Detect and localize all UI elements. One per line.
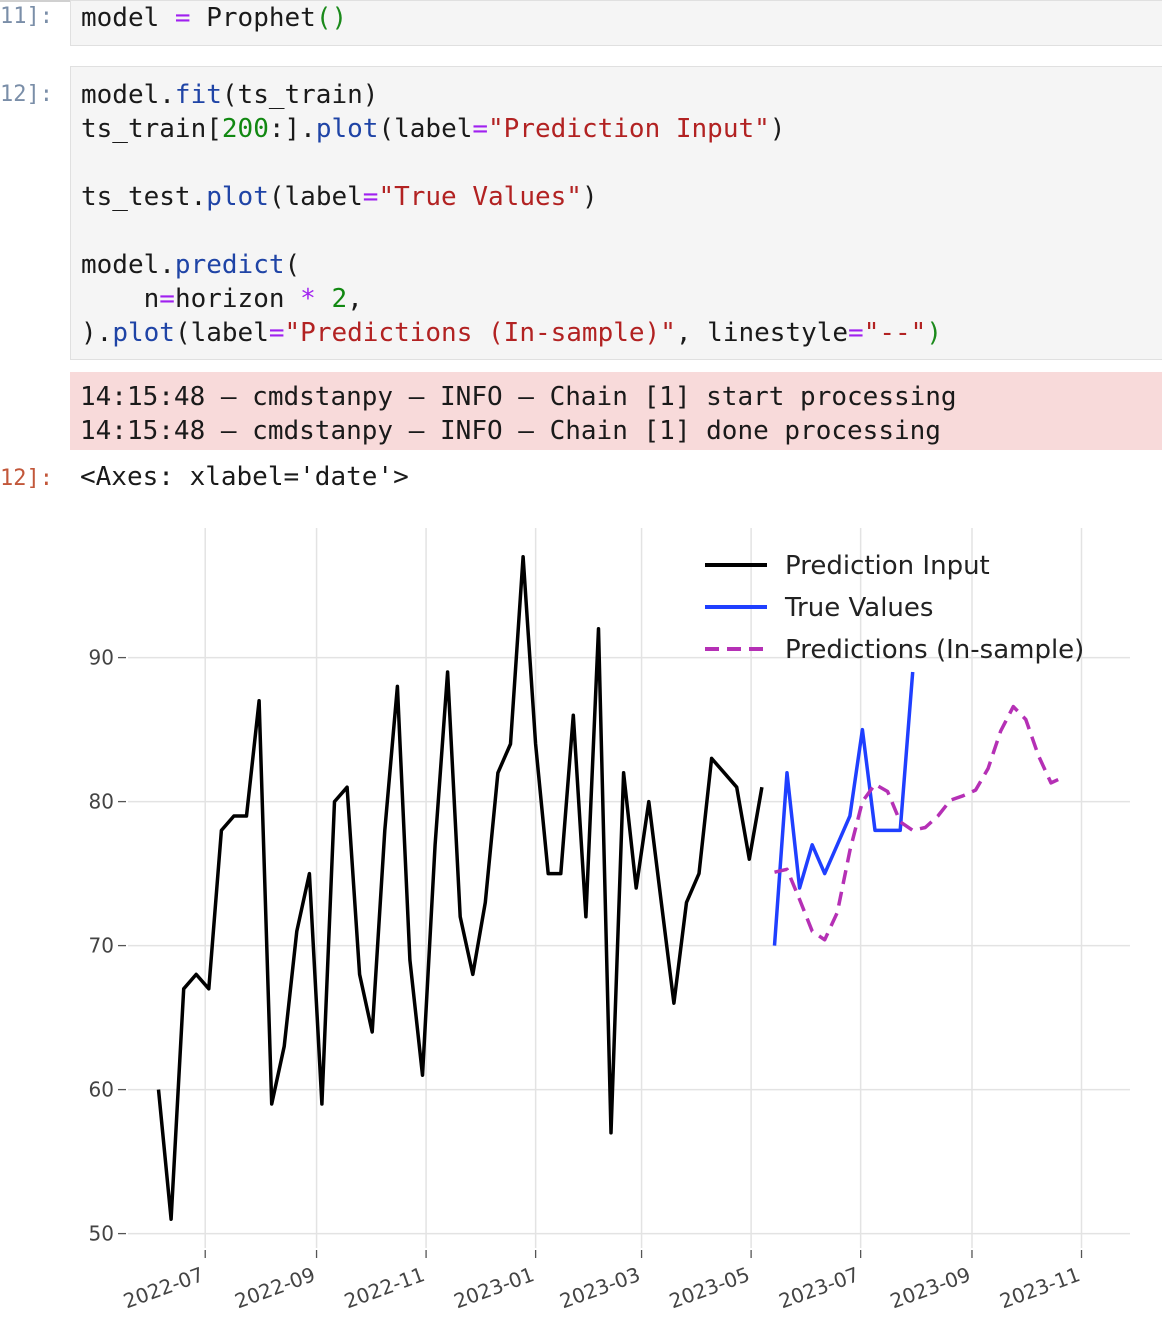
code-token: (: [284, 250, 301, 280]
code-token: (label: [378, 114, 473, 144]
y-tick-label: 80: [89, 790, 114, 814]
code-token: :].: [268, 114, 316, 144]
code-token: model.: [81, 80, 175, 110]
code-token: =: [268, 318, 285, 348]
code-token: 2: [331, 284, 348, 314]
code-token: n: [81, 284, 160, 314]
code-token: fit: [174, 80, 222, 110]
x-tick-label: 2023-07: [776, 1262, 863, 1313]
legend-label: True Values: [784, 593, 933, 623]
code-token: "True Values": [378, 182, 582, 212]
series-line: [774, 704, 1065, 942]
code-cell-11[interactable]: model = Prophet(): [70, 0, 1162, 46]
series-line: [772, 671, 915, 946]
code-token: (): [315, 3, 348, 33]
y-tick-label: 90: [89, 646, 114, 670]
legend-label: Prediction Input: [785, 551, 990, 581]
code-line: ts_train[200:].plot(label="Prediction In…: [81, 112, 1162, 146]
output-prompt: 12]:: [0, 466, 53, 491]
legend-label: Predictions (In-sample): [785, 635, 1084, 665]
x-tick-label: 2023-11: [996, 1262, 1083, 1313]
code-token: ): [581, 182, 598, 212]
code-token: "Prediction Input": [488, 114, 770, 144]
code-token: model: [81, 3, 175, 33]
code-token: (label: [174, 318, 269, 348]
code-line: model.fit(ts_train): [81, 78, 1162, 112]
series-line: [156, 555, 764, 1221]
stderr-line: 14:15:48 – cmdstanpy – INFO – Chain [1] …: [80, 416, 941, 446]
chart-grid: [128, 528, 1130, 1248]
code-token: plot: [112, 318, 175, 348]
code-token: horizon: [174, 284, 301, 314]
code-token: (ts_train): [221, 80, 379, 110]
code-token: plot: [206, 182, 269, 212]
code-token: =: [174, 3, 191, 33]
chart-ticks: 50 60 70 80 90 2022-07 2022-09 2022-11 2023-01 20…: [89, 646, 1084, 1314]
y-tick-label: 50: [89, 1222, 114, 1246]
code-token: ): [926, 318, 942, 348]
x-tick-label: 2023-09: [887, 1262, 974, 1313]
stderr-line: 14:15:48 – cmdstanpy – INFO – Chain [1] …: [80, 382, 957, 412]
code-line: ts_test.plot(label="True Values"): [81, 180, 1162, 214]
code-token: ts_train[: [81, 114, 222, 144]
x-tick-label: 2023-01: [451, 1262, 538, 1313]
stderr-output: 14:15:48 – cmdstanpy – INFO – Chain [1] …: [70, 372, 1162, 450]
code-line: model.predict(: [81, 248, 1162, 282]
x-tick-label: 2022-09: [232, 1262, 319, 1313]
output-text: <Axes: xlabel='date'>: [80, 462, 409, 492]
y-tick-label: 60: [89, 1078, 114, 1102]
code-token: =: [472, 114, 489, 144]
code-line: model = Prophet(): [81, 1, 1162, 35]
code-token: "--": [863, 318, 927, 348]
code-token: Prophet: [190, 3, 316, 33]
x-tick-label: 2022-07: [120, 1262, 207, 1313]
code-token: 200: [221, 114, 269, 144]
code-line: n=horizon * 2,: [81, 282, 1162, 316]
code-token: ).: [81, 318, 113, 348]
code-token: (label: [268, 182, 363, 212]
code-token: ts_test.: [81, 182, 207, 212]
code-token: *: [300, 284, 316, 314]
line-chart: 50 60 70 80 90 2022-07 2022-09 2022-11 2023-01 20…: [89, 528, 1130, 1314]
code-token: "Predictions (In-sample)": [284, 318, 676, 348]
x-tick-label: 2023-03: [557, 1262, 644, 1313]
y-tick-label: 70: [89, 934, 114, 958]
x-tick-label: 2022-11: [341, 1262, 428, 1313]
code-cell-12[interactable]: model.fit(ts_train) ts_train[200:].plot(…: [70, 66, 1162, 360]
code-token: =: [362, 182, 379, 212]
code-token: plot: [315, 114, 379, 144]
code-token: model.: [81, 250, 175, 280]
code-token: , linestyle: [675, 318, 849, 348]
cell-11-prompt: 11]:: [0, 4, 53, 29]
cell-12-prompt: 12]:: [0, 82, 53, 107]
chart-series: [156, 555, 1065, 1221]
code-token: ): [769, 114, 786, 144]
code-token: =: [159, 284, 175, 314]
code-token: [316, 284, 332, 314]
code-line: [81, 146, 1162, 180]
chart-legend[interactable]: Prediction Input True Values Predictions (…: [705, 551, 1084, 665]
code-token: ,: [347, 284, 363, 314]
code-line: ).plot(label="Predictions (In-sample)", …: [81, 316, 1162, 350]
x-tick-label: 2023-05: [666, 1262, 753, 1313]
code-token: predict: [174, 250, 285, 280]
code-token: =: [848, 318, 864, 348]
code-line: [81, 214, 1162, 248]
